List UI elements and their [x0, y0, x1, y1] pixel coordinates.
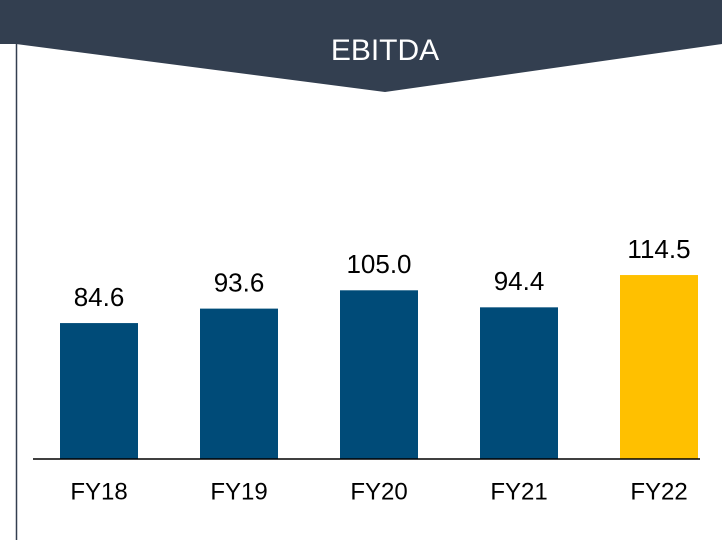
- bar: [200, 308, 278, 459]
- data-label: 93.6: [214, 267, 265, 297]
- data-label: 84.6: [74, 282, 125, 312]
- header-banner: [0, 0, 722, 92]
- x-tick-label: FY21: [490, 478, 547, 505]
- chart-title: EBITDA: [331, 34, 439, 67]
- bar: [620, 275, 698, 459]
- x-tick-label: FY20: [350, 478, 407, 505]
- x-tick-label: FY19: [210, 478, 267, 505]
- data-label: 94.4: [494, 266, 545, 296]
- x-tick-label: FY22: [630, 478, 687, 505]
- x-tick-label: FY18: [70, 478, 127, 505]
- bar: [60, 323, 138, 459]
- bar: [340, 290, 418, 459]
- data-label: 114.5: [627, 234, 690, 264]
- data-label: 105.0: [346, 249, 411, 279]
- bar: [480, 307, 558, 459]
